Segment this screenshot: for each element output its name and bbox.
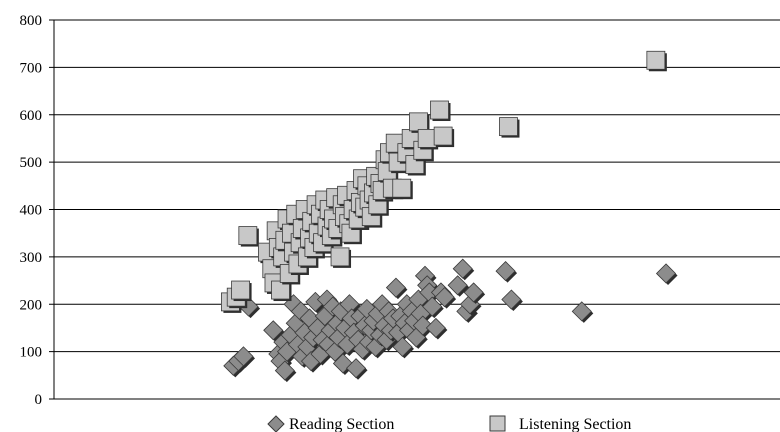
legend-square-icon bbox=[489, 415, 506, 432]
listening-point bbox=[238, 226, 258, 245]
reading-point bbox=[425, 317, 446, 339]
reading-point bbox=[501, 289, 522, 310]
listening-point bbox=[430, 100, 449, 120]
reading-point bbox=[463, 282, 484, 303]
legend-label-reading: Reading Section bbox=[289, 416, 394, 432]
y-tick-label: 100 bbox=[20, 345, 43, 361]
listening-point bbox=[231, 280, 250, 300]
listening-point bbox=[417, 129, 437, 148]
y-tick-label: 200 bbox=[20, 297, 43, 313]
reading-point bbox=[495, 261, 516, 282]
legend: Reading Section Listening Section bbox=[267, 415, 631, 432]
listening-point bbox=[646, 50, 666, 70]
reading-point bbox=[452, 258, 473, 279]
reading-point bbox=[345, 358, 367, 379]
legend-label-listening: Listening Section bbox=[519, 416, 631, 432]
listening-point bbox=[392, 178, 412, 198]
reading-point bbox=[447, 275, 468, 296]
y-tick-label: 600 bbox=[20, 108, 43, 124]
y-tick-label: 700 bbox=[20, 60, 43, 76]
data-points bbox=[221, 50, 678, 383]
listening-point bbox=[409, 112, 428, 132]
legend-item-reading: Reading Section bbox=[267, 415, 394, 432]
reading-point bbox=[392, 336, 413, 357]
reading-point bbox=[571, 301, 592, 322]
reading-point bbox=[263, 320, 284, 341]
reading-point bbox=[655, 263, 677, 284]
y-tick-label: 800 bbox=[20, 13, 43, 29]
y-tick-label: 300 bbox=[20, 250, 43, 266]
y-tick-label: 500 bbox=[20, 155, 43, 171]
reading-point bbox=[412, 315, 433, 336]
reading-point bbox=[274, 360, 295, 381]
reading-point bbox=[385, 277, 407, 298]
legend-diamond-icon bbox=[267, 415, 285, 432]
listening-point bbox=[433, 126, 453, 146]
listening-point bbox=[330, 247, 350, 267]
y-tick-label: 0 bbox=[35, 392, 43, 408]
legend-item-listening: Listening Section bbox=[489, 415, 631, 432]
listening-point bbox=[499, 117, 518, 136]
y-axis-ticks: 0 100 200 300 400 500 600 700 800 bbox=[20, 13, 54, 408]
reading-point bbox=[422, 296, 443, 317]
reading-point bbox=[233, 346, 254, 367]
y-tick-label: 400 bbox=[20, 203, 43, 219]
reading-point bbox=[434, 287, 455, 308]
